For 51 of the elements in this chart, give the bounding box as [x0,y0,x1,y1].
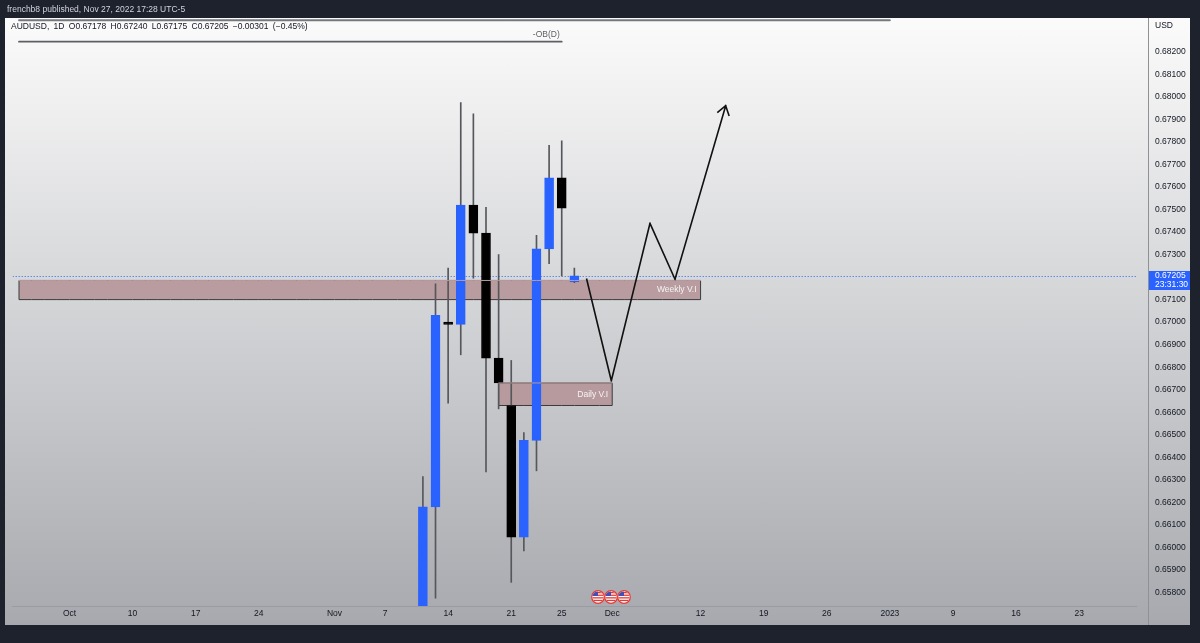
y-tick-label: 0.68200 [1155,46,1186,57]
series-label: Weekly V.I [656,284,697,295]
y-tick-label: 0.66800 [1155,361,1186,372]
x-tick-label: 21 [506,608,517,619]
text: 23:31:30 [1155,279,1189,290]
y-tick-label: 0.68100 [1155,68,1186,79]
y-tick-label: 0.65800 [1155,586,1186,597]
text: frenchb8 published, Nov 27, 2022 17:28 UTC-5 [7,3,186,16]
y-tick-label: 0.66300 [1155,474,1186,485]
x-tick-label: 24 [254,608,264,619]
x-tick-label: 9 [950,608,956,619]
y-tick-label: 0.68000 [1155,91,1186,102]
y-tick-label: 0.66200 [1155,496,1186,507]
y-tick-label: 0.66900 [1155,339,1186,350]
series-label: -OB(D) [532,28,560,39]
y-tick-label: 0.66100 [1155,519,1186,530]
y-tick-label: 0.66500 [1155,429,1186,440]
x-tick-label: 19 [758,608,769,619]
y-tick-label: 0.67800 [1155,136,1186,147]
y-tick-label: 0.66600 [1155,406,1186,417]
x-tick-label: 12 [695,608,706,619]
y-tick-label: 0.67400 [1155,226,1186,237]
x-tick-label: 17 [190,608,201,619]
y-tick-label: 0.66700 [1155,384,1186,395]
ref-line-label: 0.67205 [1155,270,1186,281]
x-tick-label: 7 [382,608,388,619]
y-tick-label: 0.67900 [1155,113,1186,124]
x-tick-label: 25 [556,608,567,619]
x-tick-label: 26 [822,608,832,619]
y-tick-label: 0.66000 [1155,541,1186,552]
x-tick-label: Dec [604,608,621,619]
x-tick-label: 23 [1074,608,1085,619]
y-tick-label: 0.67000 [1155,316,1186,327]
candlestick [556,140,567,277]
y-tick-label: 0.67600 [1155,181,1186,192]
x-tick-label: 10 [127,608,138,619]
y-tick-label: 0.67300 [1155,248,1186,259]
x-tick-label: 2023 [880,608,900,619]
y-axis-title: USD [1155,20,1173,31]
x-tick-label: Oct [62,608,77,619]
x-tick-label: Nov [326,608,343,619]
y-tick-label: 0.67500 [1155,203,1186,214]
x-tick-label: 14 [443,608,454,619]
series-label: Daily V.I [577,388,609,399]
candlestick [443,267,453,404]
text: AUDUSD, 1D O0.67178 H0.67240 L0.67175 C0.67205 −0.00301 (−0.45%) [11,20,308,32]
y-tick-label: 0.65900 [1155,564,1186,575]
y-tick-label: 0.67700 [1155,158,1186,169]
x-tick-label: 16 [1011,608,1022,619]
y-tick-label: 0.66400 [1155,451,1186,462]
y-tick-label: 0.67100 [1155,293,1186,304]
